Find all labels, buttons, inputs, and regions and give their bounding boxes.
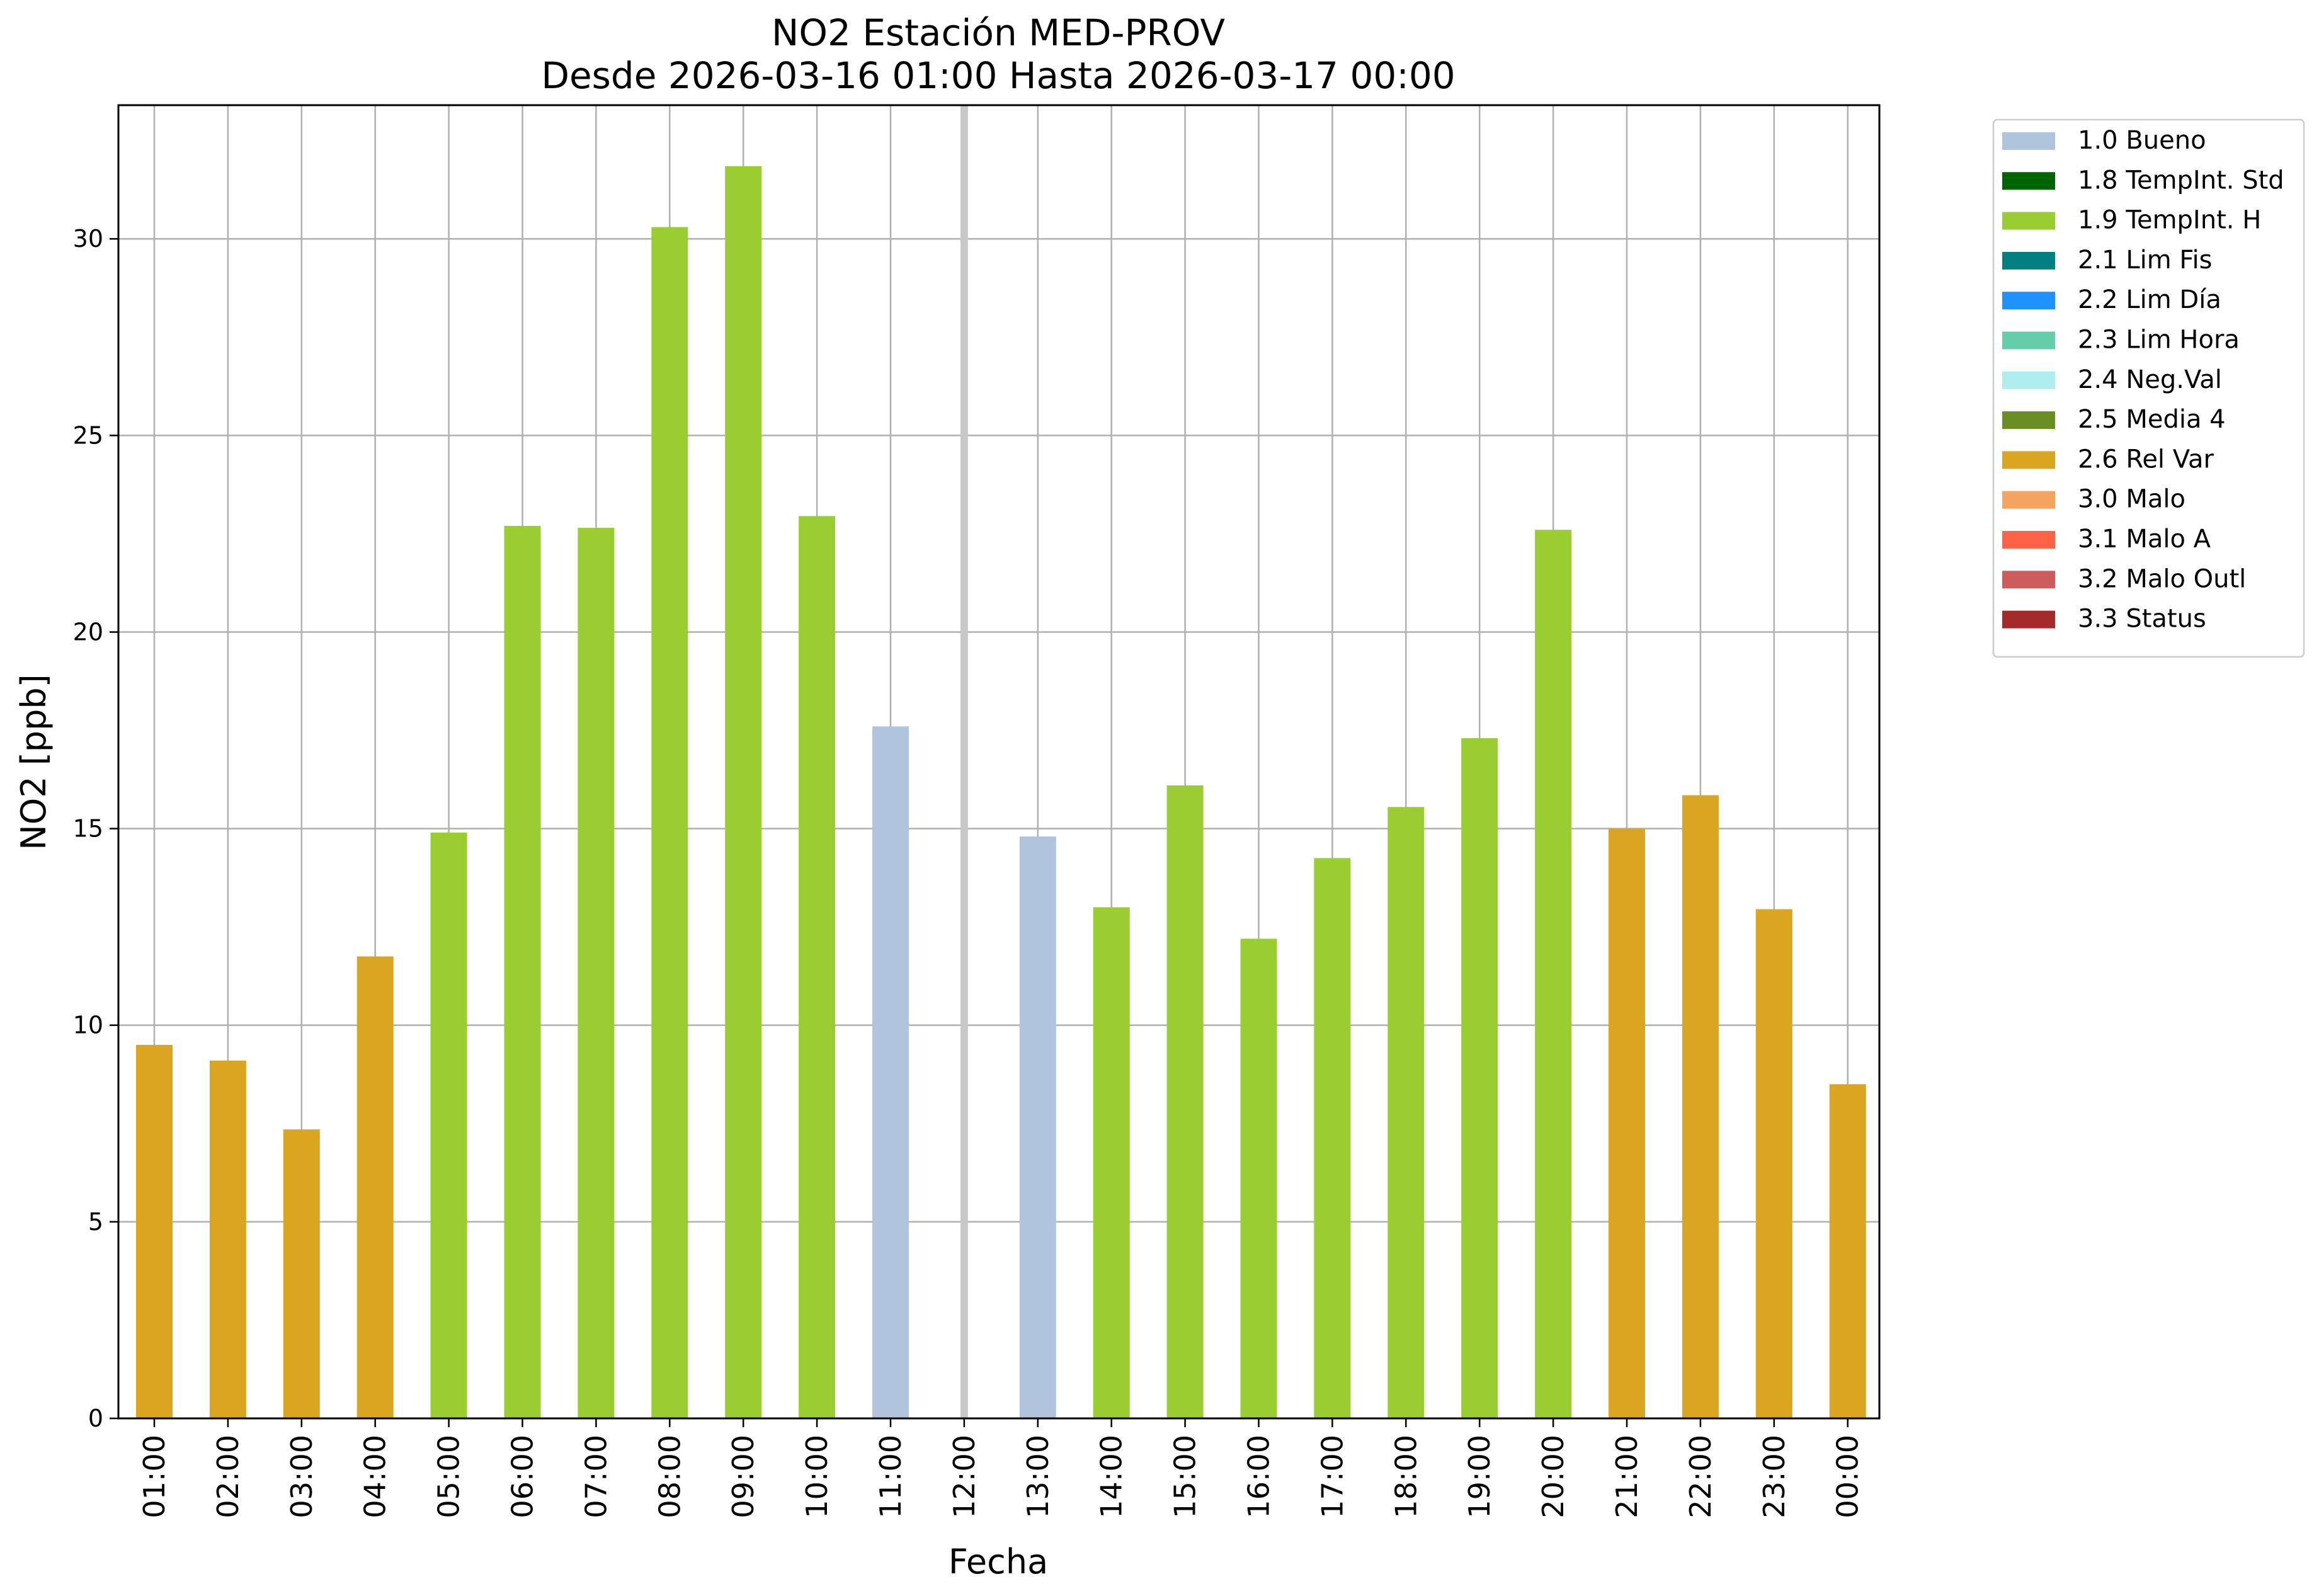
bar: 15:00: 16.1 — [1166, 785, 1204, 1418]
x-tick-label: 02:00 — [211, 1435, 245, 1519]
y-axis-ticks: 0 5 10 15 20 25 30 — [73, 225, 118, 1432]
legend: 1.0 Bueno 1.8 TempInt. Std 1.9 TempInt. H 2… — [1992, 118, 2305, 658]
bar: 23:00: 12.95 — [1755, 909, 1792, 1418]
bar: 18:00: 15.55 — [1387, 807, 1425, 1418]
x-tick-label: 12:00 — [947, 1435, 981, 1519]
legend-swatch — [2002, 292, 2055, 310]
x-tick-label: 11:00 — [874, 1435, 908, 1519]
bar: 09:00: 31.85 — [725, 166, 762, 1418]
legend-swatch — [2002, 251, 2055, 270]
y-axis-label: NO2 [ppb] — [14, 674, 54, 850]
x-tick-label: 23:00 — [1757, 1435, 1791, 1519]
bar: 11:00: 17.6 — [872, 726, 909, 1418]
x-tick-label: 10:00 — [800, 1435, 834, 1519]
legend-swatch — [2002, 371, 2055, 389]
x-tick-label: 20:00 — [1536, 1435, 1570, 1519]
x-axis-ticks: 01:00 02:00 03:00 04:00 05:00 06:00 07:00 08:00… — [137, 1418, 1865, 1519]
x-tick-label: 13:00 — [1021, 1435, 1055, 1519]
y-tick-label: 20 — [73, 618, 103, 646]
legend-swatch — [2002, 451, 2055, 469]
y-tick-label: 10 — [73, 1012, 103, 1039]
x-tick-label: 07:00 — [579, 1435, 613, 1519]
bar: 10:00: 22.95 — [799, 516, 836, 1419]
bar: 01:00: 9.5 — [136, 1044, 173, 1418]
x-axis-label: Fecha — [949, 1542, 1048, 1582]
legend-swatch — [2002, 132, 2055, 150]
bar: 07:00: 22.65 — [578, 528, 615, 1419]
x-tick-label: 03:00 — [285, 1435, 319, 1519]
legend-label: 2.6 Rel Var — [2078, 445, 2214, 474]
bar: 02:00: 9.1 — [209, 1060, 246, 1418]
bars: 01:00: 9.5 02:00: 9.1 03:00: 7.35 04:00: 11… — [136, 105, 1866, 1419]
legend-label: 2.5 Media 4 — [2078, 405, 2226, 434]
x-tick-label: 09:00 — [726, 1435, 760, 1519]
legend-swatch — [2002, 411, 2055, 430]
x-tick-label: 14:00 — [1095, 1435, 1129, 1519]
legend-swatch — [2002, 172, 2055, 190]
legend-label: 3.0 Malo — [2078, 485, 2185, 514]
x-tick-label: 06:00 — [506, 1435, 540, 1519]
legend-label: 3.1 Malo A — [2078, 525, 2211, 554]
chart-title: NO2 Estación MED-PROV — [772, 11, 1225, 54]
y-tick-label: 25 — [73, 421, 103, 449]
bar: 16:00: 12.2 — [1240, 938, 1277, 1418]
bar: 14:00: 13 — [1093, 907, 1130, 1418]
legend-label: 3.2 Malo Outl — [2078, 564, 2246, 593]
x-tick-label: 05:00 — [432, 1435, 466, 1519]
legend-label: 1.0 Bueno — [2078, 126, 2206, 155]
x-tick-label: 21:00 — [1610, 1435, 1644, 1519]
legend-swatch — [2002, 212, 2055, 230]
x-tick-label: 00:00 — [1831, 1435, 1865, 1519]
y-tick-label: 15 — [73, 815, 103, 843]
plot-frame — [117, 104, 1881, 1420]
legend-swatch — [2002, 531, 2055, 549]
bar: 06:00: 22.7 — [504, 525, 541, 1418]
legend-label: 1.8 TempInt. Std — [2078, 166, 2284, 195]
bar: 03:00: 7.35 — [283, 1129, 320, 1418]
bar: 13:00: 14.8 — [1019, 836, 1056, 1418]
chart-subtitle: Desde 2026-03-16 01:00 Hasta 2026-03-17 … — [541, 54, 1455, 97]
legend-swatch — [2002, 491, 2055, 509]
legend-label: 3.3 Status — [2078, 605, 2206, 634]
x-tick-label: 01:00 — [137, 1435, 171, 1519]
x-tick-label: 19:00 — [1462, 1435, 1496, 1519]
bar: 08:00: 30.3 — [651, 227, 688, 1419]
y-tick-label: 5 — [88, 1208, 103, 1236]
bar: 17:00: 14.25 — [1314, 858, 1351, 1418]
x-tick-label: 16:00 — [1242, 1435, 1276, 1519]
legend-swatch — [2002, 571, 2055, 589]
bar: 04:00: 11.75 — [356, 956, 394, 1418]
x-tick-label: 08:00 — [652, 1435, 687, 1519]
bar: 21:00: 15 — [1609, 828, 1645, 1418]
bar: 05:00: 14.9 — [430, 832, 467, 1418]
legend-label: 2.1 Lim Fis — [2078, 246, 2212, 275]
bar: 00:00: 8.5 — [1829, 1084, 1866, 1418]
x-tick-label: 15:00 — [1168, 1435, 1202, 1519]
bar: 22:00: 15.85 — [1682, 795, 1719, 1418]
legend-box — [1992, 118, 2305, 658]
legend-label: 2.3 Lim Hora — [2078, 326, 2240, 355]
x-tick-label: 18:00 — [1389, 1435, 1423, 1519]
legend-label: 2.4 Neg.Val — [2078, 365, 2222, 394]
missing-data-marker — [960, 105, 968, 1418]
legend-swatch — [2002, 331, 2055, 350]
legend-swatch — [2002, 610, 2055, 629]
x-tick-label: 17:00 — [1315, 1435, 1349, 1519]
legend-label: 1.9 TempInt. H — [2078, 206, 2261, 235]
bar: 20:00: 22.6 — [1535, 530, 1572, 1418]
x-tick-label: 04:00 — [358, 1435, 392, 1519]
legend-label: 2.2 Lim Día — [2078, 285, 2221, 314]
bar: 19:00: 17.3 — [1461, 738, 1498, 1418]
x-tick-label: 22:00 — [1684, 1435, 1718, 1519]
y-tick-label: 0 — [88, 1405, 103, 1432]
y-tick-label: 30 — [73, 225, 103, 253]
